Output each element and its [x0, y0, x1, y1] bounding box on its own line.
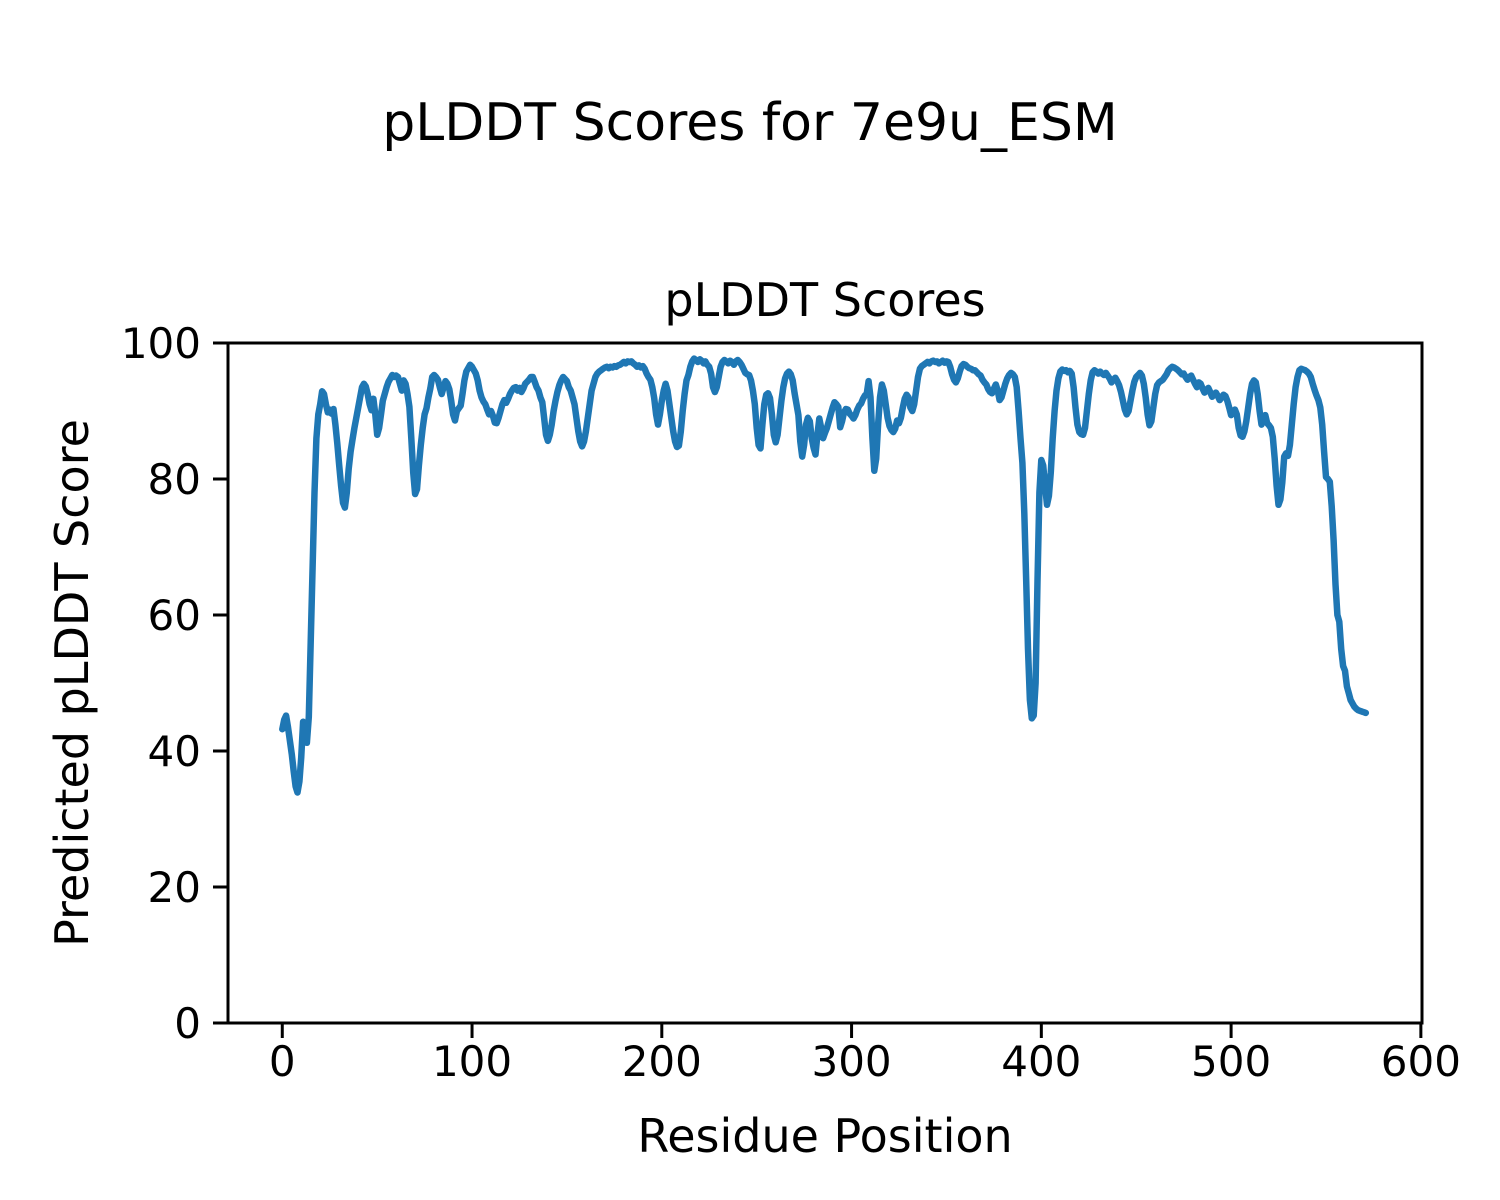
x-tick-label-1: 100	[432, 1037, 512, 1086]
y-tick-label-5: 100	[121, 319, 201, 368]
x-tick-label-5: 500	[1191, 1037, 1271, 1086]
x-tick-labels: 0 100 200 300 400 500 600	[269, 1037, 1461, 1086]
x-ticks	[280, 1023, 1423, 1038]
x-tick-label-4: 400	[1001, 1037, 1081, 1086]
axes-frame	[226, 341, 1424, 1025]
y-axis-label: Predicted pLDDT Score	[45, 419, 99, 947]
figure-suptitle: pLDDT Scores for 7e9u_ESM	[382, 93, 1118, 153]
plddt-line	[279, 355, 1370, 796]
y-ticks	[213, 341, 228, 1025]
y-tick-label-0: 0	[174, 999, 201, 1048]
x-tick-label-2: 200	[622, 1037, 702, 1086]
x-axis-label: Residue Position	[637, 1109, 1012, 1163]
x-tick-label-6: 600	[1381, 1037, 1461, 1086]
y-tick-label-2: 40	[148, 727, 201, 776]
x-tick-label-0: 0	[269, 1037, 296, 1086]
x-tick-label-3: 300	[811, 1037, 891, 1086]
y-tick-label-1: 20	[148, 863, 201, 912]
y-tick-label-4: 80	[148, 455, 201, 504]
chart-title: pLDDT Scores	[664, 273, 985, 327]
y-tick-label-3: 60	[148, 591, 201, 640]
y-tick-labels: 0 20 40 60 80 100	[121, 319, 201, 1048]
